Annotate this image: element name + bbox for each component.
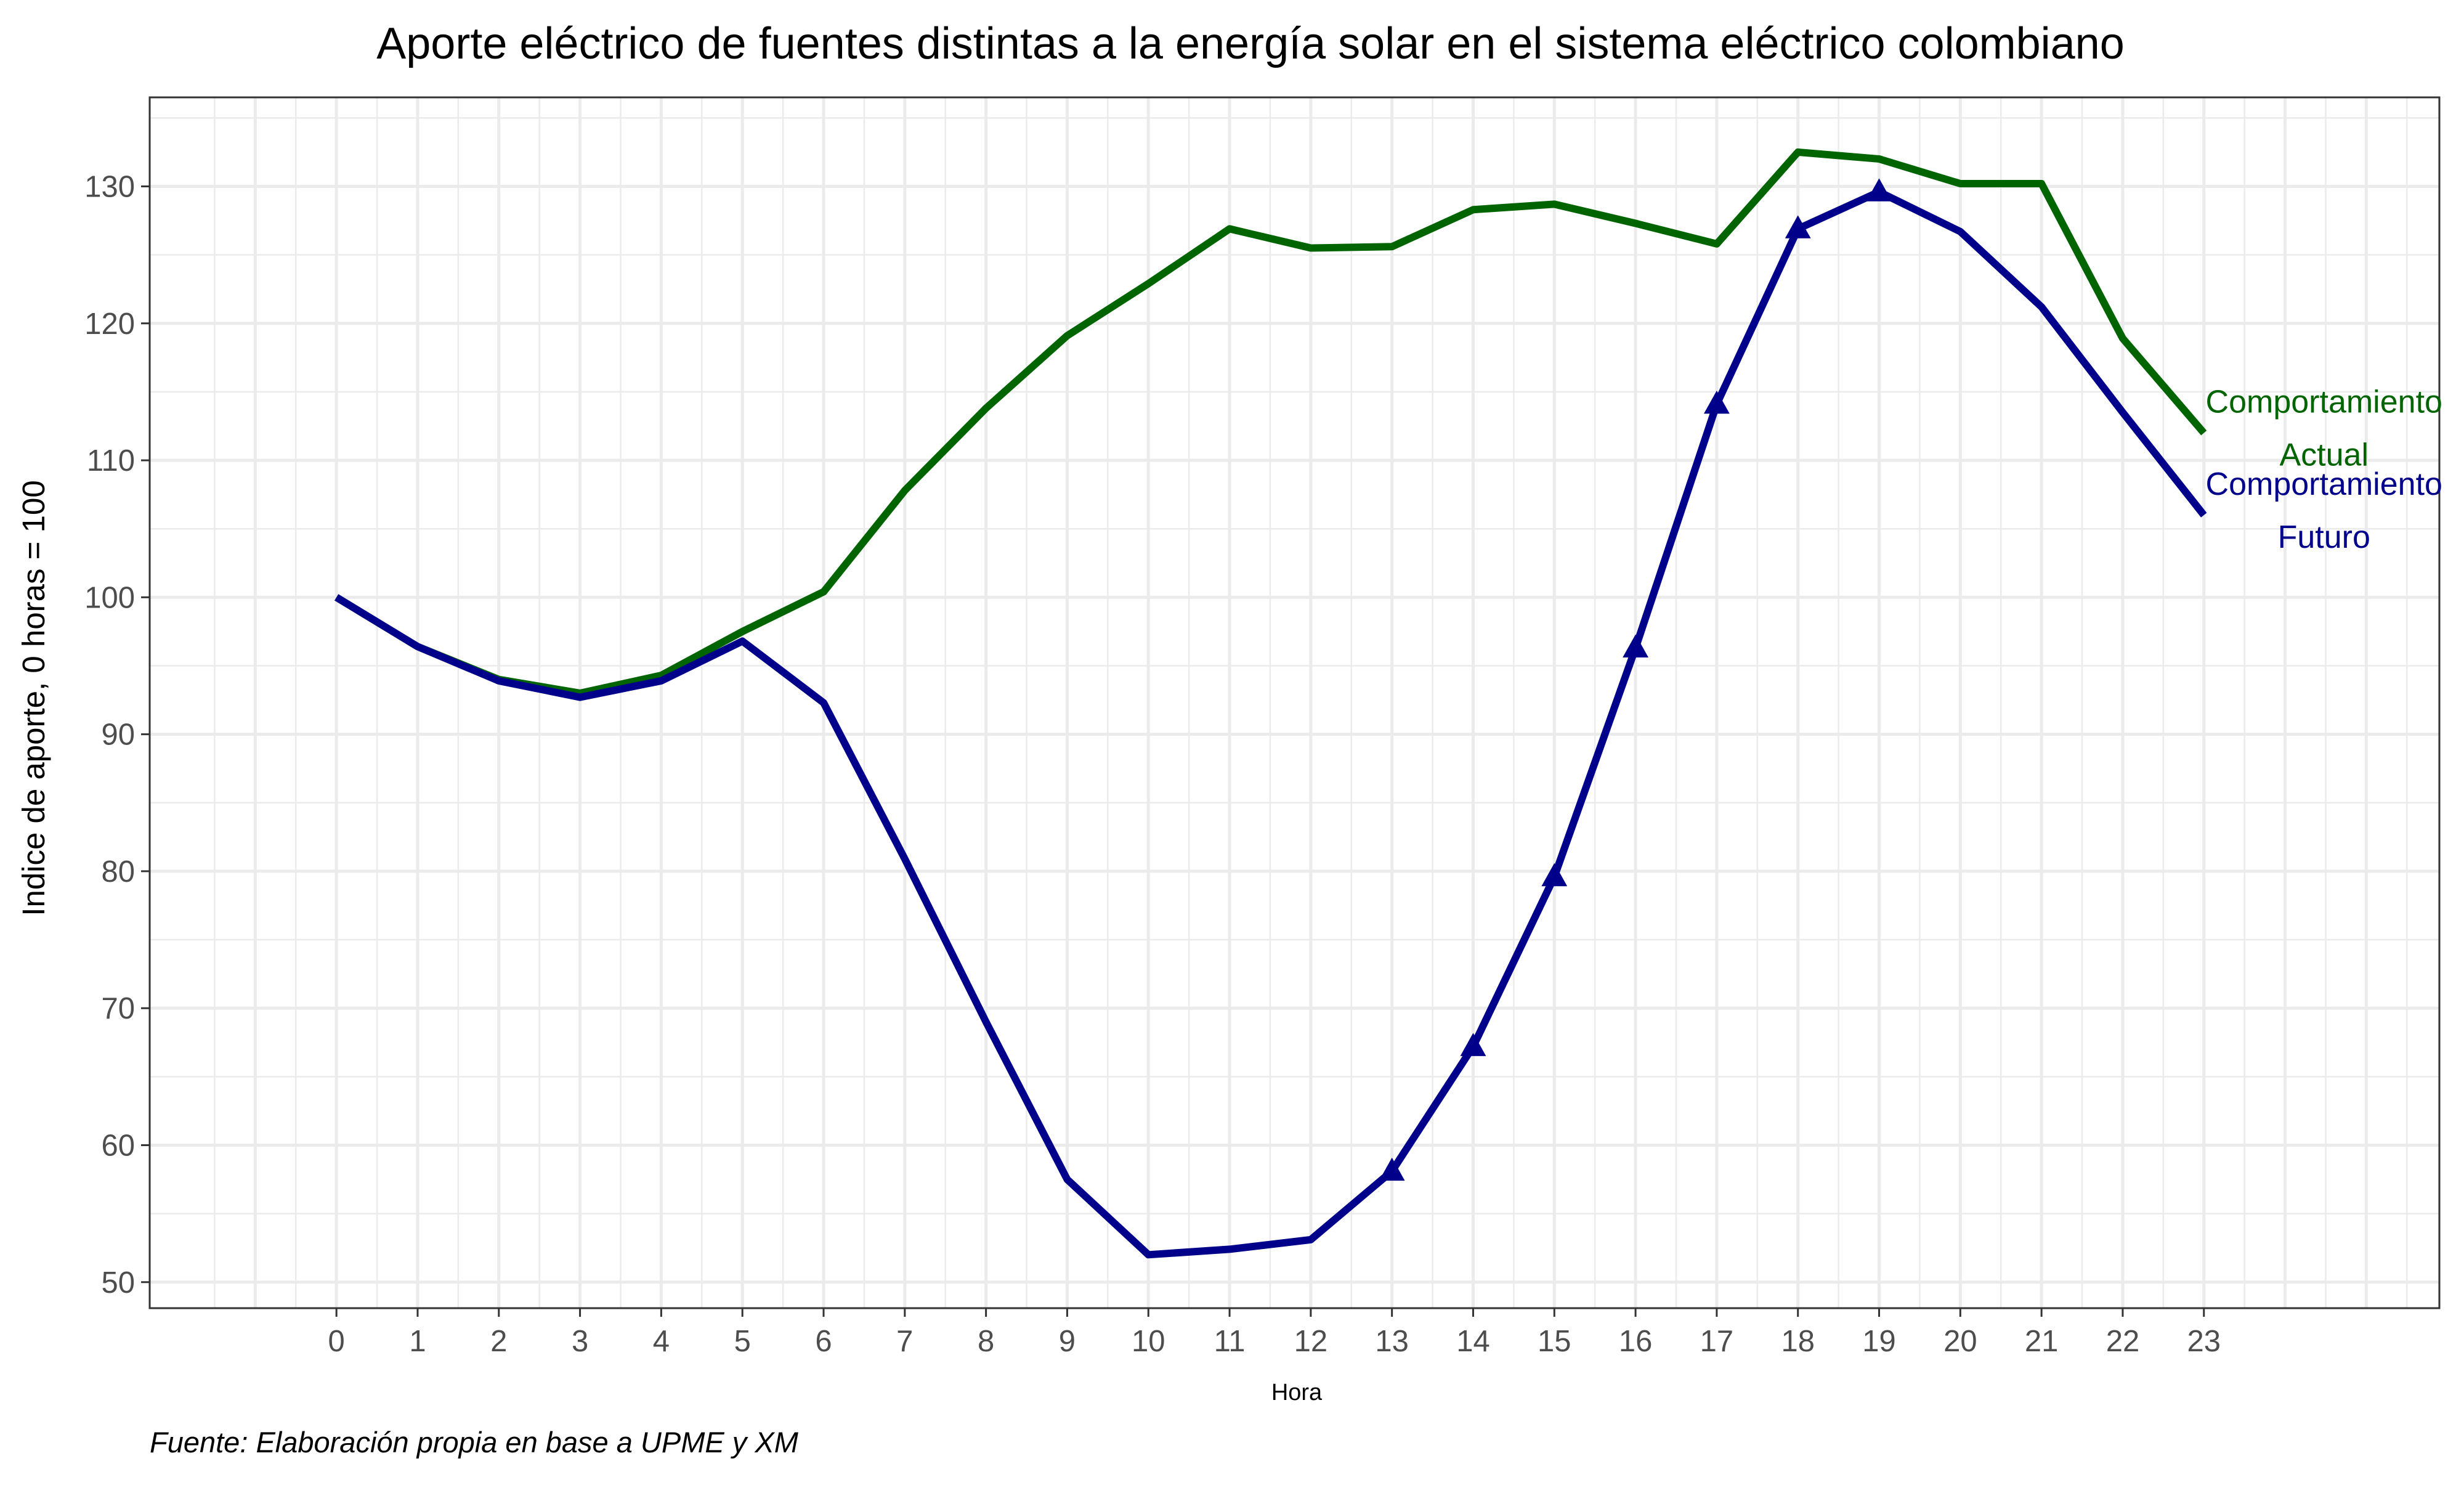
x-tick-label: 22	[2106, 1325, 2140, 1358]
series-line-comportamiento-actual	[334, 148, 2207, 697]
x-tick-label: 19	[1862, 1325, 1896, 1358]
x-axis-label: Hora	[1271, 1380, 1323, 1406]
x-tick-label: 17	[1700, 1325, 1734, 1358]
y-tick-label: 70	[101, 992, 135, 1025]
y-tick-label: 60	[101, 1129, 135, 1162]
x-tick-label: 16	[1619, 1325, 1653, 1358]
y-axis-label: Indice de aporte, 0 horas = 100	[16, 480, 51, 916]
series-point-marker	[1623, 634, 1648, 657]
series-point-marker	[1704, 390, 1730, 414]
x-tick-label: 14	[1456, 1325, 1490, 1358]
y-tick-label: 50	[101, 1266, 135, 1300]
plot-border	[148, 96, 2441, 1309]
x-tick-label: 13	[1375, 1325, 1409, 1358]
x-tick-label: 9	[1059, 1325, 1076, 1358]
x-tick-label: 5	[734, 1325, 751, 1358]
x-tick-label: 2	[490, 1325, 507, 1358]
y-tick-label: 120	[84, 307, 135, 341]
series-point-marker	[1866, 178, 1892, 201]
series-point-marker	[1541, 863, 1568, 887]
x-tick-label: 23	[2187, 1325, 2221, 1358]
series-line-comportamiento-futuro	[334, 188, 2207, 1259]
x-tick-label: 4	[653, 1325, 670, 1358]
series-layer	[334, 148, 2207, 1259]
major-grid	[150, 97, 2439, 1308]
y-tick-label: 80	[101, 855, 135, 889]
y-tick-label: 130	[84, 170, 135, 203]
x-tick-label: 0	[328, 1325, 345, 1358]
source-caption: Fuente: Elaboración propia en base a UPM…	[150, 1426, 799, 1459]
series-point-marker	[1785, 215, 1811, 238]
series-point-marker	[1379, 1157, 1405, 1181]
x-tick-label: 1	[409, 1325, 426, 1358]
series-end-label: Comportamiento Actual	[2206, 384, 2442, 473]
x-tick-label: 10	[1132, 1325, 1165, 1358]
x-tick-label: 18	[1781, 1325, 1815, 1358]
x-tick-label: 8	[978, 1325, 994, 1358]
x-tick-label: 15	[1538, 1325, 1571, 1358]
x-tick-label: 20	[1943, 1325, 1977, 1358]
x-tick-label: 7	[896, 1325, 913, 1358]
y-tick-label: 110	[87, 444, 135, 478]
y-tick-label: 100	[84, 581, 135, 614]
x-tick-label: 11	[1214, 1325, 1246, 1358]
minor-grid	[150, 97, 2439, 1308]
chart-title: Aporte eléctrico de fuentes distintas a …	[376, 19, 2125, 68]
plot-background	[150, 97, 2439, 1308]
series-point-marker	[1460, 1033, 1486, 1056]
x-tick-label: 6	[815, 1325, 832, 1358]
y-tick-label: 90	[101, 718, 135, 752]
x-tick-label: 21	[2025, 1325, 2059, 1358]
x-tick-label: 3	[572, 1325, 588, 1358]
series-end-label: Comportamiento Futuro	[2206, 466, 2442, 555]
x-tick-label: 12	[1294, 1325, 1328, 1358]
